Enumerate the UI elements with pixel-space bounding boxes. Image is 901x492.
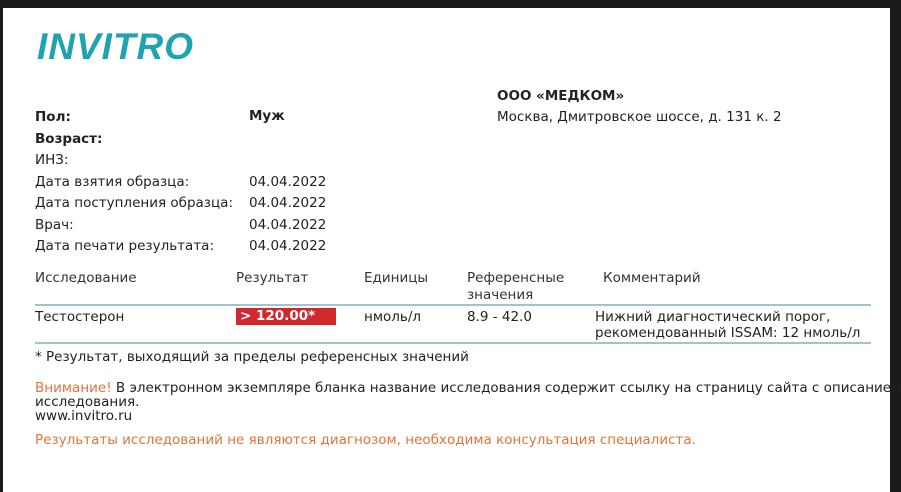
- comment-line-2: рекомендованный ISSAM: 12 нмоль/л: [595, 325, 861, 341]
- sex-label: Пол:: [35, 109, 71, 125]
- disclaimer: Результаты исследований не являются диаг…: [35, 432, 696, 448]
- field-value: 04.04.2022: [249, 195, 327, 211]
- field-label: Дата печати результата:: [35, 238, 215, 254]
- footnote: * Результат, выходящий за пределы рефере…: [35, 349, 469, 365]
- invitro-logo: INVITRO: [37, 26, 195, 67]
- header-test: Исследование: [35, 270, 137, 286]
- age-label: Возраст:: [35, 131, 103, 147]
- header-reference-2: значения: [467, 287, 534, 303]
- notice-text: В электронном экземпляре бланка название…: [111, 380, 901, 396]
- lab-report-page: INVITRO ООО «МЕДКОМ» Москва, Дмитровское…: [3, 8, 901, 492]
- sex-value: Муж: [249, 108, 285, 124]
- field-label: Дата взятия образца:: [35, 174, 190, 190]
- website-link[interactable]: www.invitro.ru: [35, 408, 133, 424]
- units-value: нмоль/л: [364, 309, 422, 325]
- lab-address: Москва, Дмитровское шоссе, д. 131 к. 2: [497, 109, 782, 125]
- header-comment: Комментарий: [603, 270, 701, 286]
- field-label: Дата поступления образца:: [35, 195, 233, 211]
- result-value-flagged: > 120.00*: [236, 308, 336, 325]
- table-divider: [35, 342, 871, 344]
- reference-value: 8.9 - 42.0: [467, 309, 532, 325]
- inz-label: ИНЗ:: [35, 152, 69, 168]
- test-name-link[interactable]: Тестостерон: [35, 309, 125, 325]
- field-label: Врач:: [35, 217, 74, 233]
- field-value: 04.04.2022: [249, 238, 327, 254]
- header-result: Результат: [236, 270, 309, 286]
- comment-line-1: Нижний диагностический порог,: [595, 309, 831, 325]
- notice: Внимание! В электронном экземпляре бланк…: [35, 380, 901, 396]
- lab-name: ООО «МЕДКОМ»: [497, 88, 625, 104]
- header-units: Единицы: [364, 270, 429, 286]
- notice-text-2: исследования.: [35, 394, 140, 410]
- field-value: 04.04.2022: [249, 217, 327, 233]
- notice-warning: Внимание!: [35, 380, 112, 396]
- table-divider: [35, 304, 871, 306]
- field-value: 04.04.2022: [249, 174, 327, 190]
- header-reference: Референсные: [467, 270, 565, 286]
